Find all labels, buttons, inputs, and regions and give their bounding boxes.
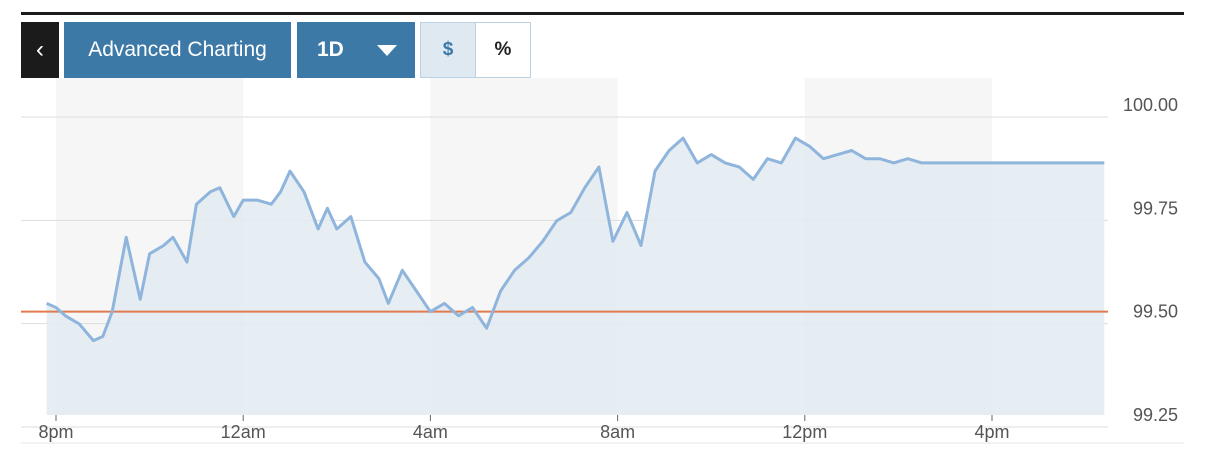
range-dropdown-label: 1D — [317, 38, 344, 61]
price-area — [46, 138, 1105, 415]
x-tick-label-0: 8pm — [38, 422, 73, 442]
x-tick-label-3: 8am — [600, 422, 635, 442]
x-tick-label-1: 12am — [221, 422, 266, 442]
x-tick-label-5: 4pm — [974, 422, 1009, 442]
advanced-charting-button[interactable]: Advanced Charting — [64, 22, 291, 78]
unit-dollar-option[interactable]: $ — [421, 23, 476, 77]
x-tick-label-4: 12pm — [782, 422, 827, 442]
top-rule — [21, 12, 1184, 15]
y-axis-labels: 100.00 99.75 99.50 99.25 — [1123, 95, 1178, 425]
unit-percent-option[interactable]: % — [476, 23, 530, 77]
price-line — [46, 136, 1105, 343]
x-tick-label-2: 4am — [413, 422, 448, 442]
x-axis-labels: 8pm 12am 4am 8am 12pm 4pm — [38, 415, 1010, 442]
unit-toggle: $ % — [420, 22, 531, 78]
chevron-left-icon: ‹ — [36, 36, 44, 63]
caret-down-icon — [377, 45, 397, 56]
range-dropdown[interactable]: 1D — [297, 22, 415, 78]
y-tick-label-3: 99.25 — [1133, 405, 1178, 425]
y-tick-label-2: 99.50 — [1133, 302, 1178, 322]
y-tick-label-0: 100.00 — [1123, 95, 1178, 115]
y-tick-label-1: 99.75 — [1133, 198, 1178, 218]
back-button[interactable]: ‹ — [21, 22, 59, 78]
